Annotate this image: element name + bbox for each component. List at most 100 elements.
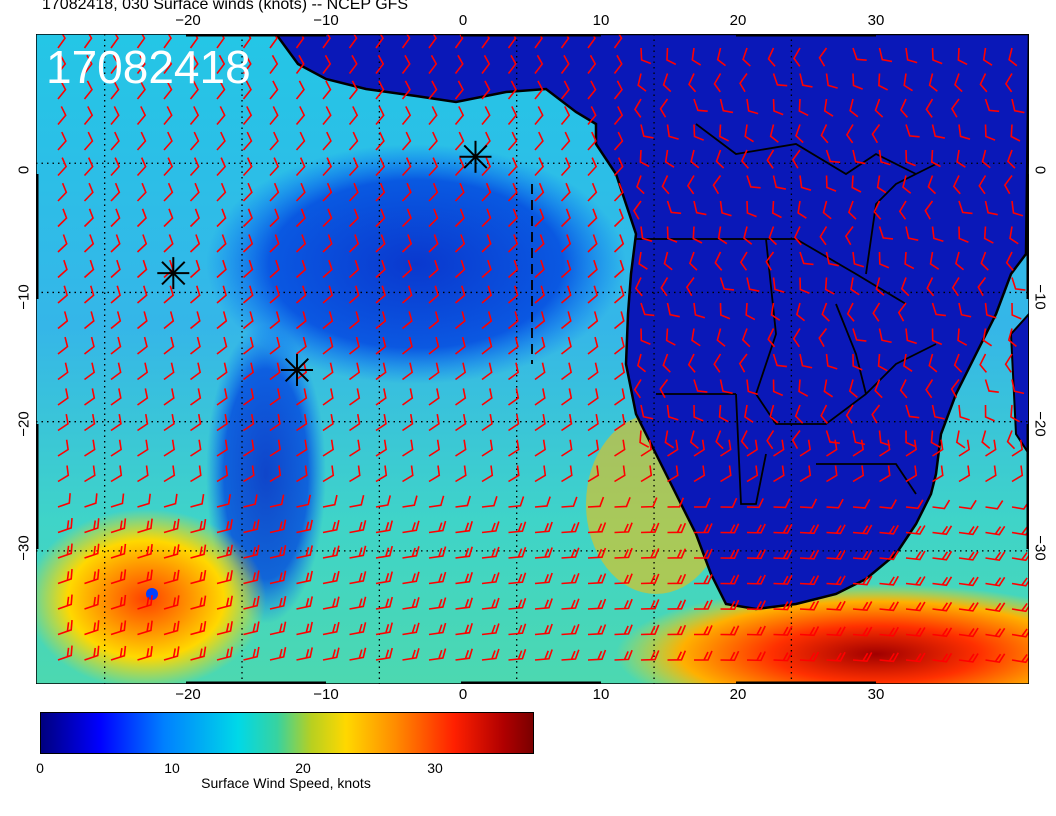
- wind-barb: [216, 34, 225, 49]
- wind-barb: [930, 149, 941, 168]
- colorbar-label: Surface Wind Speed, knots: [201, 775, 371, 791]
- wind-barb: [57, 439, 69, 457]
- wind-barb: [481, 34, 490, 49]
- wind-barb: [322, 34, 331, 49]
- wind-barb: [57, 465, 70, 483]
- wind-barb: [715, 430, 724, 450]
- wind-barb: [826, 651, 846, 662]
- wind-barb: [269, 234, 280, 253]
- wind-barb: [852, 73, 863, 90]
- wind-barb: [874, 98, 884, 118]
- wind-barb: [189, 311, 201, 330]
- wind-barb: [375, 571, 394, 585]
- wind-barb: [189, 80, 199, 100]
- wind-barb: [402, 362, 414, 381]
- wind-barb: [958, 602, 979, 612]
- wind-barb: [560, 234, 572, 253]
- wind-barb: [587, 598, 607, 610]
- wind-barb: [793, 226, 802, 246]
- wind-barb: [163, 362, 175, 381]
- wind-barb: [322, 439, 334, 457]
- wind-barb: [242, 259, 254, 279]
- wind-barb: [984, 379, 999, 393]
- wind-barb: [587, 234, 598, 253]
- wind-barb: [661, 175, 670, 195]
- storm-markers: [157, 140, 492, 386]
- wind-barb: [985, 551, 1006, 561]
- wind-barb: [740, 149, 749, 169]
- wind-barb: [879, 575, 899, 586]
- wind-barb: [455, 465, 467, 483]
- wind-barb: [1006, 149, 1016, 169]
- wind-barb: [296, 336, 307, 355]
- wind-barb: [375, 495, 392, 508]
- wind-barb: [932, 576, 953, 587]
- wind-barb: [561, 413, 573, 432]
- wind-barb: [163, 311, 175, 330]
- wind-barb: [560, 208, 571, 228]
- lon-label-top: 0: [458, 12, 468, 29]
- wind-barb: [242, 285, 254, 304]
- wind-barb: [349, 622, 367, 636]
- wind-barb: [979, 73, 988, 93]
- wind-barb: [189, 106, 200, 126]
- wind-barb: [905, 404, 920, 419]
- wind-barb: [83, 80, 93, 100]
- wind-barb: [719, 124, 730, 142]
- wind-barb: [296, 494, 312, 508]
- wind-barb: [852, 601, 873, 611]
- lon-label-top: −20: [175, 12, 201, 29]
- wind-barb: [587, 131, 597, 151]
- wind-barb: [1004, 353, 1013, 373]
- wind-barb: [693, 404, 704, 422]
- wind-barb: [322, 157, 333, 177]
- wind-barb: [799, 251, 814, 266]
- wind-barb: [958, 200, 973, 215]
- wind-barb: [216, 519, 233, 534]
- wind-barb: [720, 650, 740, 661]
- lon-label-top: −10: [313, 12, 339, 29]
- wind-barb: [84, 620, 100, 636]
- wind-barb: [561, 439, 573, 457]
- colorbar-tick: 10: [164, 760, 180, 776]
- wind-barb: [110, 336, 122, 355]
- wind-barb: [110, 234, 121, 253]
- wind-barb: [84, 336, 95, 355]
- wind-barb: [534, 572, 553, 585]
- wind-barb: [877, 353, 888, 372]
- wind-barb: [322, 131, 332, 151]
- wind-barb: [613, 234, 625, 253]
- wind-barb: [83, 131, 94, 151]
- wind-barb: [454, 54, 464, 74]
- wind-barb: [852, 149, 866, 165]
- wind-barb: [454, 80, 464, 100]
- wind-barb: [903, 353, 913, 372]
- wind-barb: [984, 98, 1000, 113]
- wind-barb: [852, 47, 867, 61]
- wind-barb: [269, 131, 279, 151]
- wind-barb: [613, 131, 624, 151]
- wind-barb: [507, 234, 519, 253]
- wind-barb: [666, 302, 680, 318]
- wind-barb: [269, 596, 287, 610]
- wind-barb: [534, 439, 546, 457]
- wind-barb: [243, 621, 260, 636]
- wind-barb: [349, 520, 367, 534]
- wind-barb: [402, 388, 414, 406]
- wind-barb: [720, 574, 740, 585]
- wind-barb: [902, 175, 912, 194]
- wind-barb: [322, 80, 332, 100]
- wind-barb: [662, 353, 671, 373]
- wind-barb: [84, 439, 96, 457]
- lon-label-bottom: −10: [313, 686, 339, 703]
- wind-barb: [190, 413, 202, 432]
- wind-barb: [481, 208, 492, 228]
- wind-barb: [824, 277, 835, 295]
- wind-barb: [534, 234, 545, 253]
- wind-barb: [958, 226, 969, 243]
- wind-barb: [1011, 653, 1029, 664]
- wind-barb: [792, 328, 801, 348]
- wind-barb: [587, 624, 607, 636]
- wind-barb: [587, 439, 599, 457]
- wind-barb: [269, 311, 281, 330]
